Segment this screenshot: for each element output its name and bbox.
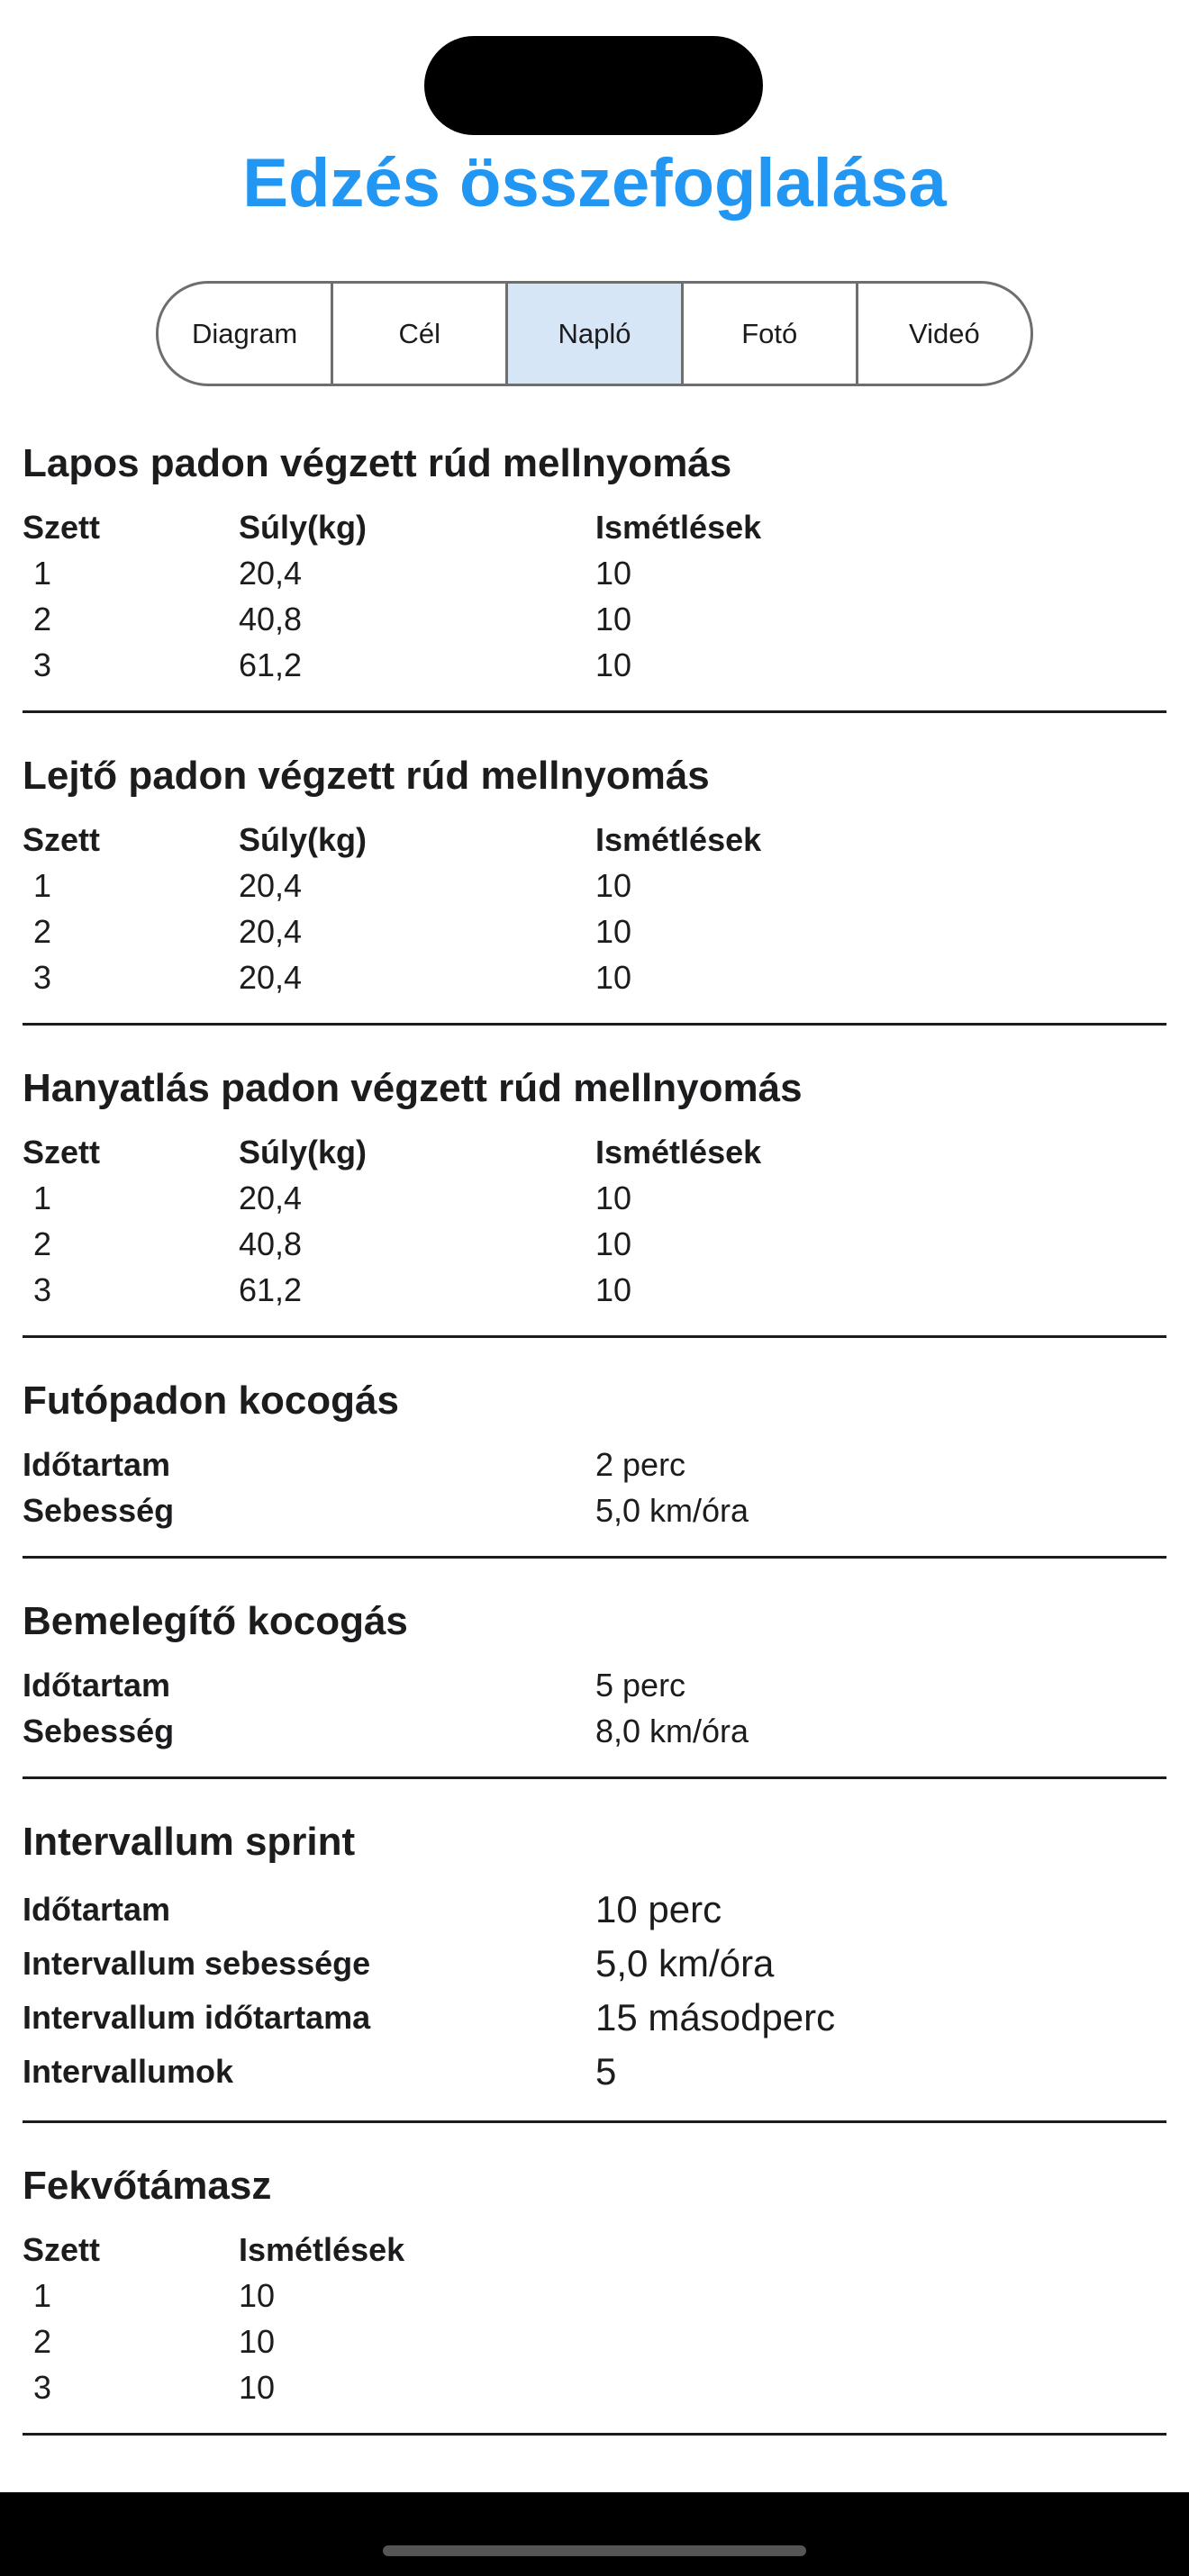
column-header: Súly(kg) xyxy=(239,1134,368,1170)
cell: 20,4 xyxy=(239,555,303,592)
page-title: Edzés összefoglalása xyxy=(242,145,947,221)
column-header: Ismétlések xyxy=(239,2231,405,2268)
cell: 2 xyxy=(33,601,52,637)
cell: 3 xyxy=(33,2369,52,2406)
field-label: Időtartam xyxy=(23,1891,171,1928)
column-header: Szett xyxy=(23,2231,101,2268)
cell: 40,8 xyxy=(239,601,303,637)
section-title: Lejtő padon végzett rúd mellnyomás xyxy=(23,754,710,798)
column-header: Súly(kg) xyxy=(239,821,368,858)
field-value: 5 xyxy=(595,2050,617,2092)
column-header: Ismétlések xyxy=(595,509,762,546)
cell: 10 xyxy=(239,2323,276,2360)
home-indicator xyxy=(383,2545,806,2556)
field-value: 5,0 km/óra xyxy=(595,1942,775,1984)
cell: 3 xyxy=(33,959,52,996)
field-label: Intervallum sebessége xyxy=(23,1945,371,1982)
segmented-control: Diagram Cél Napló Fotó Videó xyxy=(156,281,1033,386)
cell: 10 xyxy=(595,913,632,950)
cell: 40,8 xyxy=(239,1225,303,1262)
bottom-bar xyxy=(0,2492,1189,2576)
cell: 2 xyxy=(33,2323,52,2360)
cell: 10 xyxy=(595,555,632,592)
cell: 10 xyxy=(595,601,632,637)
cell: 2 xyxy=(33,1225,52,1262)
section-title: Fekvőtámasz xyxy=(23,2164,272,2208)
cell: 10 xyxy=(595,1180,632,1216)
cell: 10 xyxy=(595,1271,632,1308)
cell: 2 xyxy=(33,913,52,950)
column-header: Súly(kg) xyxy=(239,509,368,546)
cell: 3 xyxy=(33,646,52,683)
column-header: Szett xyxy=(23,509,101,546)
field-label: Sebesség xyxy=(23,1713,175,1749)
field-label: Intervallumok xyxy=(23,2053,234,2090)
section-title: Bemelegítő kocogás xyxy=(23,1599,408,1643)
cell: 10 xyxy=(595,646,632,683)
divider xyxy=(23,1023,1166,1026)
cell: 20,4 xyxy=(239,959,303,996)
cell: 20,4 xyxy=(239,1180,303,1216)
tab[interactable]: Fotó xyxy=(680,284,856,384)
divider xyxy=(23,1335,1166,1338)
column-header: Ismétlések xyxy=(595,1134,762,1170)
cell: 3 xyxy=(33,1271,52,1308)
tab[interactable]: Cél xyxy=(331,284,505,384)
cell: 1 xyxy=(33,867,52,904)
section-title: Intervallum sprint xyxy=(23,1820,356,1864)
divider xyxy=(23,1776,1166,1779)
divider xyxy=(23,2120,1166,2123)
cell: 10 xyxy=(239,2277,276,2314)
cell: 10 xyxy=(595,959,632,996)
cell: 10 xyxy=(595,1225,632,1262)
cell: 20,4 xyxy=(239,867,303,904)
cell: 61,2 xyxy=(239,1271,303,1308)
field-value: 10 perc xyxy=(595,1888,722,1930)
field-value: 5,0 km/óra xyxy=(595,1492,749,1529)
field-value: 15 másodperc xyxy=(595,1996,836,2038)
cell: 1 xyxy=(33,555,52,592)
column-header: Szett xyxy=(23,821,101,858)
cell: 1 xyxy=(33,1180,52,1216)
cell: 20,4 xyxy=(239,913,303,950)
tab[interactable]: Napló xyxy=(505,284,681,384)
field-label: Időtartam xyxy=(23,1667,171,1704)
tab[interactable]: Diagram xyxy=(192,317,298,349)
tab[interactable]: Videó xyxy=(855,284,1030,384)
field-value: 5 perc xyxy=(595,1667,686,1704)
field-label: Intervallum időtartama xyxy=(23,1999,371,2036)
field-label: Sebesség xyxy=(23,1492,175,1529)
cell: 10 xyxy=(239,2369,276,2406)
cell: 1 xyxy=(33,2277,52,2314)
field-value: 8,0 km/óra xyxy=(595,1713,749,1749)
field-label: Időtartam xyxy=(23,1446,171,1483)
cell: 61,2 xyxy=(239,646,303,683)
field-value: 2 perc xyxy=(595,1446,686,1483)
notch xyxy=(424,36,763,135)
divider xyxy=(23,2433,1166,2436)
divider xyxy=(23,1556,1166,1559)
column-header: Szett xyxy=(23,1134,101,1170)
section-title: Lapos padon végzett rúd mellnyomás xyxy=(23,441,732,485)
cell: 10 xyxy=(595,867,632,904)
divider xyxy=(23,710,1166,713)
section-title: Futópadon kocogás xyxy=(23,1378,399,1423)
section-title: Hanyatlás padon végzett rúd mellnyomás xyxy=(23,1066,803,1110)
column-header: Ismétlések xyxy=(595,821,762,858)
